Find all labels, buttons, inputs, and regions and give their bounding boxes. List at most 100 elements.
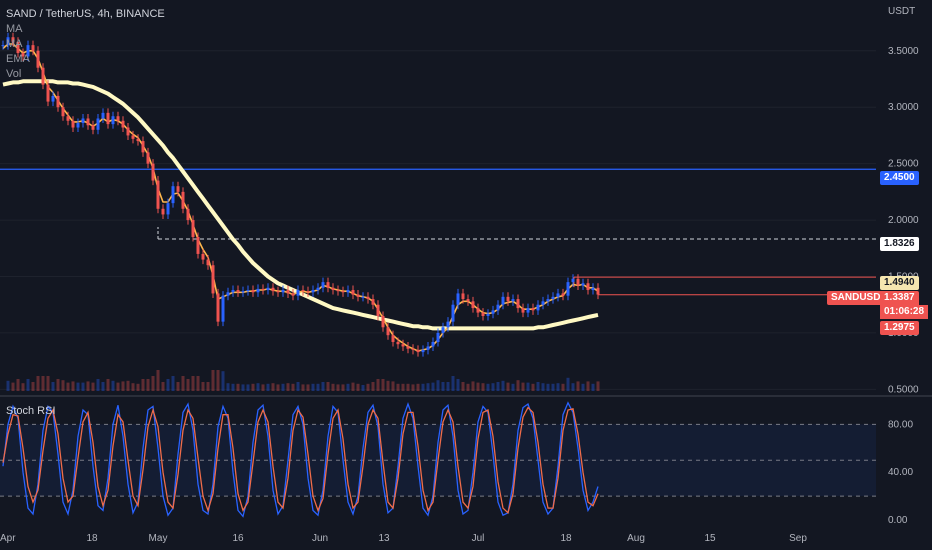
indicator-label-ema[interactable]: EMA <box>6 53 30 65</box>
volume-bar <box>526 382 530 391</box>
price-candle-body <box>396 341 400 345</box>
price-candle-body <box>241 291 245 293</box>
price-candle-body <box>136 138 140 142</box>
volume-bar <box>186 379 190 391</box>
stoch-rsi-d-line[interactable] <box>2 406 599 515</box>
time-tick-label: May <box>149 533 168 544</box>
price-candle-body <box>221 295 225 322</box>
price-candle-body <box>326 282 330 288</box>
price-tick-label: 0.5000 <box>888 384 919 395</box>
time-tick-label: Aug <box>627 533 645 544</box>
ema-line[interactable] <box>2 43 599 352</box>
volume-bar <box>111 380 115 391</box>
volume-bar <box>46 376 50 391</box>
price-candle-body <box>66 116 70 121</box>
volume-bar <box>281 383 285 391</box>
volume-bar <box>86 381 90 391</box>
price-candle-body <box>271 287 275 292</box>
volume-bar <box>161 382 165 391</box>
stoch-rsi-k-line[interactable] <box>2 401 599 518</box>
volume-bar <box>506 382 510 391</box>
price-candle-body <box>581 283 585 286</box>
price-candle-body <box>51 95 55 102</box>
price-candle-body <box>461 293 465 300</box>
indicator-label-ma-2[interactable]: MA <box>6 38 23 50</box>
volume-bar <box>571 383 575 391</box>
volume-bar <box>146 379 150 391</box>
volume-bar <box>371 382 375 391</box>
volume-bar <box>306 384 310 391</box>
dashed-level-price-tag: 1.8326 <box>880 237 919 251</box>
price-candle-body <box>161 208 165 215</box>
price-candle-body <box>11 37 15 42</box>
price-candle-body <box>366 296 370 300</box>
volume-bar <box>201 382 205 391</box>
volume-bar <box>336 384 340 391</box>
volume-bar <box>496 382 500 391</box>
price-candle-body <box>211 265 215 294</box>
volume-bar <box>566 377 570 391</box>
price-candle-body <box>521 308 525 313</box>
resistance-price-tag: 2.4500 <box>880 171 919 185</box>
price-candle-body <box>61 107 65 117</box>
stoch-rsi-pane <box>0 401 876 518</box>
volume-bar <box>21 383 25 391</box>
price-candle-body <box>91 125 95 130</box>
time-tick-label: Sep <box>789 533 807 544</box>
volume-bar <box>131 383 135 391</box>
recent-low-price-tag: 1.2975 <box>880 321 919 335</box>
volume-bar <box>291 383 295 391</box>
price-candle-body <box>551 296 555 300</box>
symbol-title[interactable]: SAND / TetherUS, 4h, BINANCE <box>6 8 165 20</box>
volume-bar <box>6 380 10 391</box>
volume-bar <box>491 383 495 391</box>
price-candle-body <box>231 290 235 293</box>
volume-bar <box>96 379 100 391</box>
price-candle-body <box>596 287 600 295</box>
volume-bar <box>311 383 315 391</box>
indicator-label-ma-1[interactable]: MA <box>6 23 23 35</box>
price-candle-body <box>441 327 445 333</box>
volume-bar <box>246 384 250 391</box>
price-candle-body <box>501 296 505 305</box>
price-candle-body <box>356 294 360 297</box>
stoch-rsi-title[interactable]: Stoch RSI <box>6 405 56 417</box>
price-axis[interactable]: 0.50001.00001.50002.00002.50003.00003.50… <box>888 46 919 396</box>
price-candle-body <box>496 304 500 311</box>
price-candle-body <box>291 293 295 296</box>
price-tick-label: 2.5000 <box>888 159 919 170</box>
price-candle-body <box>481 312 485 316</box>
volume-bar <box>591 383 595 391</box>
rsi-tick-label: 80.00 <box>888 419 913 430</box>
volume-bar <box>176 382 180 391</box>
volume-bar <box>536 382 540 391</box>
moving-average-lines <box>2 43 599 352</box>
volume-bar <box>411 384 415 391</box>
price-candle-body <box>571 278 575 283</box>
volume-bar <box>181 376 185 391</box>
price-candle-body <box>451 304 455 322</box>
price-candle-body <box>346 290 350 293</box>
volume-bar <box>581 383 585 391</box>
price-candle-body <box>26 45 30 57</box>
ma-slow-line[interactable] <box>2 79 599 331</box>
time-axis[interactable]: Apr 18 May 16 Jun 13 Jul 18 Aug 15 Sep <box>0 533 807 544</box>
volume-bar <box>286 383 290 391</box>
price-candle-body <box>566 282 570 296</box>
price-candle-body <box>311 290 315 293</box>
volume-bar <box>51 382 55 391</box>
volume-bar <box>541 383 545 391</box>
volume-bar <box>426 383 430 391</box>
price-candle-body <box>466 299 470 302</box>
volume-bar <box>56 379 60 391</box>
volume-bar <box>361 385 365 391</box>
indicator-label-volume[interactable]: Vol <box>6 68 22 80</box>
volume-bar <box>471 381 475 391</box>
volume-bar <box>391 381 395 391</box>
volume-bar <box>346 383 350 391</box>
price-candle-body <box>506 296 510 302</box>
volume-bar <box>436 380 440 391</box>
volume-bar <box>191 376 195 391</box>
price-candle-body <box>576 278 580 286</box>
